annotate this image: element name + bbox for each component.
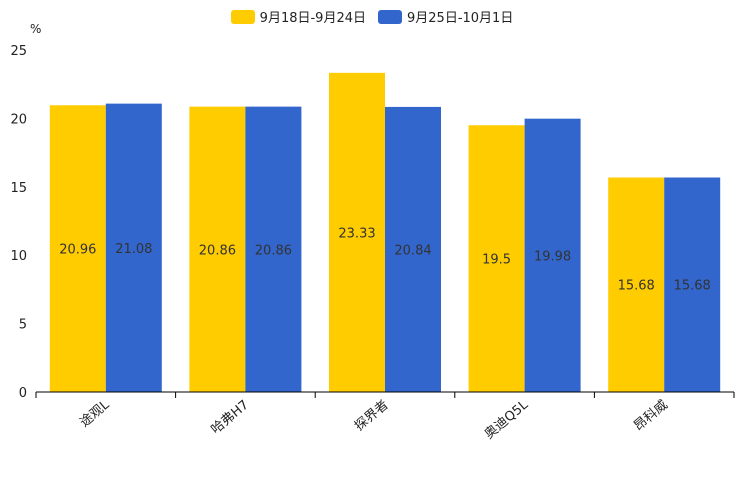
y-tick-label-3: 15 [10,181,27,196]
legend-swatch-series-1 [230,9,255,24]
bar-2-1 [245,106,302,393]
y-tick-label-5: 25 [10,44,27,59]
y-tick-label-1: 5 [19,318,27,333]
data-label-1-4: 15.68 [618,279,655,294]
data-label-1-2: 23.33 [338,226,375,241]
data-label-2-3: 19.98 [534,249,571,264]
bar-1-0 [49,105,106,392]
legend-swatch-series-2 [378,9,402,24]
x-tick-label-3: 奥迪Q5L [482,397,532,442]
legend-label-series-2: 9月25日-10月1日 [407,11,514,26]
bar-1-2 [329,72,385,393]
chart-legend: 9月18日-9月24日 9月25日-10月1日 [0,7,744,26]
y-tick-label-4: 20 [10,112,27,127]
data-label-1-3: 19.5 [482,253,511,268]
y-tick-label-0: 0 [19,386,27,401]
bar-1-4 [608,177,665,392]
data-label-2-4: 15.68 [674,279,711,294]
bar-1-1 [189,106,246,393]
x-tick-label-2: 探界者 [352,398,392,435]
x-tick-label-4: 昂科威 [631,398,671,435]
x-tick-label-1: 哈弗H7 [209,398,252,438]
data-label-2-1: 20.86 [255,243,292,258]
bar-2-4 [664,177,721,392]
legend-item-series-2[interactable]: 9月25日-10月1日 [378,7,513,26]
data-label-2-0: 21.08 [115,242,152,257]
y-axis-unit-label: % [30,22,42,36]
y-tick-label-2: 10 [10,249,27,264]
data-label-2-2: 20.84 [394,243,431,258]
x-tick-label-0: 途观L [77,396,113,430]
bar-2-0 [105,103,162,392]
legend-label-series-1: 9月18日-9月24日 [259,11,366,26]
legend-item-series-1[interactable]: 9月18日-9月24日 [230,7,366,26]
bar-2-3 [524,118,581,393]
bar-1-3 [468,125,525,393]
bar-2-2 [385,106,441,392]
data-label-1-0: 20.96 [59,243,96,258]
data-label-1-1: 20.86 [199,243,236,258]
